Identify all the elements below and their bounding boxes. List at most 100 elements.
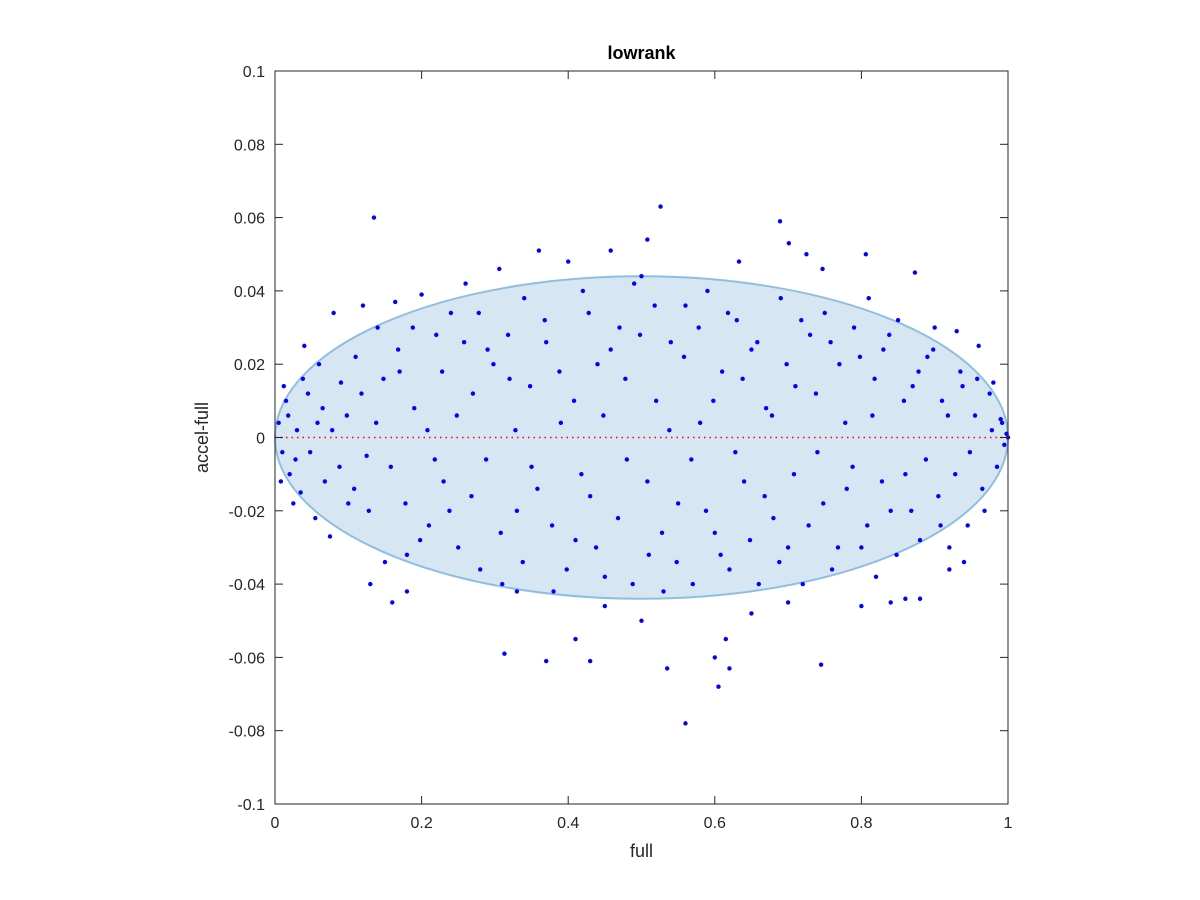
data-point bbox=[734, 318, 739, 323]
data-point bbox=[331, 310, 336, 316]
data-point bbox=[294, 427, 300, 433]
data-point bbox=[280, 449, 285, 455]
data-point bbox=[373, 420, 379, 426]
data-point bbox=[683, 721, 688, 726]
data-point bbox=[419, 292, 424, 297]
data-point bbox=[514, 508, 520, 513]
y-tick-label: 0.1 bbox=[243, 64, 265, 81]
data-point bbox=[646, 552, 652, 557]
data-point bbox=[916, 369, 921, 374]
data-point bbox=[778, 296, 783, 301]
data-point bbox=[961, 559, 967, 565]
data-point bbox=[535, 486, 540, 492]
data-point bbox=[514, 589, 520, 594]
data-point bbox=[287, 471, 292, 477]
data-point bbox=[587, 493, 593, 499]
data-point bbox=[448, 310, 454, 316]
data-point bbox=[447, 508, 452, 513]
data-point bbox=[711, 398, 716, 404]
data-point bbox=[972, 413, 978, 418]
x-tick-label: 1 bbox=[1004, 815, 1013, 832]
data-point bbox=[917, 596, 923, 601]
data-point bbox=[894, 552, 899, 557]
data-point bbox=[395, 347, 401, 352]
y-tick-label: -0.04 bbox=[229, 577, 266, 594]
data-point bbox=[712, 655, 717, 660]
y-tick-label: 0 bbox=[256, 431, 265, 448]
data-point bbox=[813, 391, 819, 396]
data-point bbox=[989, 427, 995, 433]
data-point bbox=[351, 486, 357, 492]
data-point bbox=[601, 413, 606, 418]
data-point bbox=[337, 464, 342, 470]
data-point bbox=[478, 567, 483, 572]
data-point bbox=[469, 493, 474, 499]
data-point bbox=[843, 420, 848, 426]
data-point bbox=[791, 471, 797, 477]
data-point bbox=[936, 493, 941, 499]
data-point bbox=[982, 508, 987, 513]
plot-area bbox=[274, 70, 1011, 805]
data-point bbox=[923, 457, 929, 462]
data-point bbox=[381, 376, 386, 382]
y-tick-label: 0.04 bbox=[234, 284, 265, 301]
data-point bbox=[432, 457, 437, 462]
data-point bbox=[857, 354, 863, 360]
y-tick-label: -0.06 bbox=[229, 650, 266, 667]
data-point bbox=[412, 405, 417, 411]
data-point bbox=[820, 266, 825, 272]
data-point bbox=[866, 296, 871, 301]
data-point bbox=[291, 501, 296, 506]
data-point bbox=[470, 391, 476, 396]
data-point bbox=[551, 589, 556, 594]
data-point bbox=[529, 464, 534, 470]
data-point bbox=[608, 347, 613, 352]
data-point bbox=[417, 537, 423, 543]
data-point bbox=[579, 471, 584, 477]
data-point bbox=[500, 581, 505, 587]
data-point bbox=[975, 376, 980, 382]
data-point bbox=[910, 383, 915, 389]
data-point bbox=[397, 369, 402, 374]
data-point bbox=[580, 288, 586, 294]
data-point bbox=[829, 567, 835, 572]
data-point bbox=[593, 545, 599, 550]
data-point bbox=[586, 310, 591, 316]
data-point bbox=[329, 427, 335, 433]
data-point bbox=[661, 589, 666, 594]
x-axis-label: full bbox=[630, 841, 653, 861]
data-point bbox=[901, 398, 907, 404]
data-point bbox=[404, 589, 410, 594]
data-point bbox=[807, 332, 813, 338]
data-point bbox=[615, 515, 621, 521]
data-point bbox=[366, 508, 372, 513]
data-point bbox=[755, 340, 760, 345]
data-point bbox=[549, 523, 555, 528]
data-point bbox=[837, 362, 842, 367]
data-point bbox=[925, 354, 930, 360]
data-point bbox=[888, 508, 893, 513]
confidence-ellipse bbox=[274, 275, 1009, 600]
data-point bbox=[441, 479, 446, 484]
data-point bbox=[815, 449, 820, 455]
data-point bbox=[763, 405, 769, 411]
data-point bbox=[624, 457, 630, 462]
data-point bbox=[558, 420, 564, 426]
data-point bbox=[602, 603, 608, 609]
data-point bbox=[307, 449, 313, 455]
data-point bbox=[725, 310, 731, 316]
data-point bbox=[947, 567, 952, 572]
data-point bbox=[740, 376, 745, 382]
data-point bbox=[756, 581, 761, 587]
data-point bbox=[491, 362, 496, 367]
data-points bbox=[276, 204, 1011, 726]
data-point bbox=[608, 248, 613, 253]
data-point bbox=[544, 658, 549, 664]
data-point bbox=[283, 398, 289, 404]
chart-title: lowrank bbox=[607, 43, 676, 63]
data-point bbox=[658, 204, 663, 209]
data-point bbox=[865, 523, 870, 528]
data-point bbox=[360, 303, 366, 308]
data-point bbox=[667, 427, 672, 433]
data-point bbox=[741, 479, 747, 484]
